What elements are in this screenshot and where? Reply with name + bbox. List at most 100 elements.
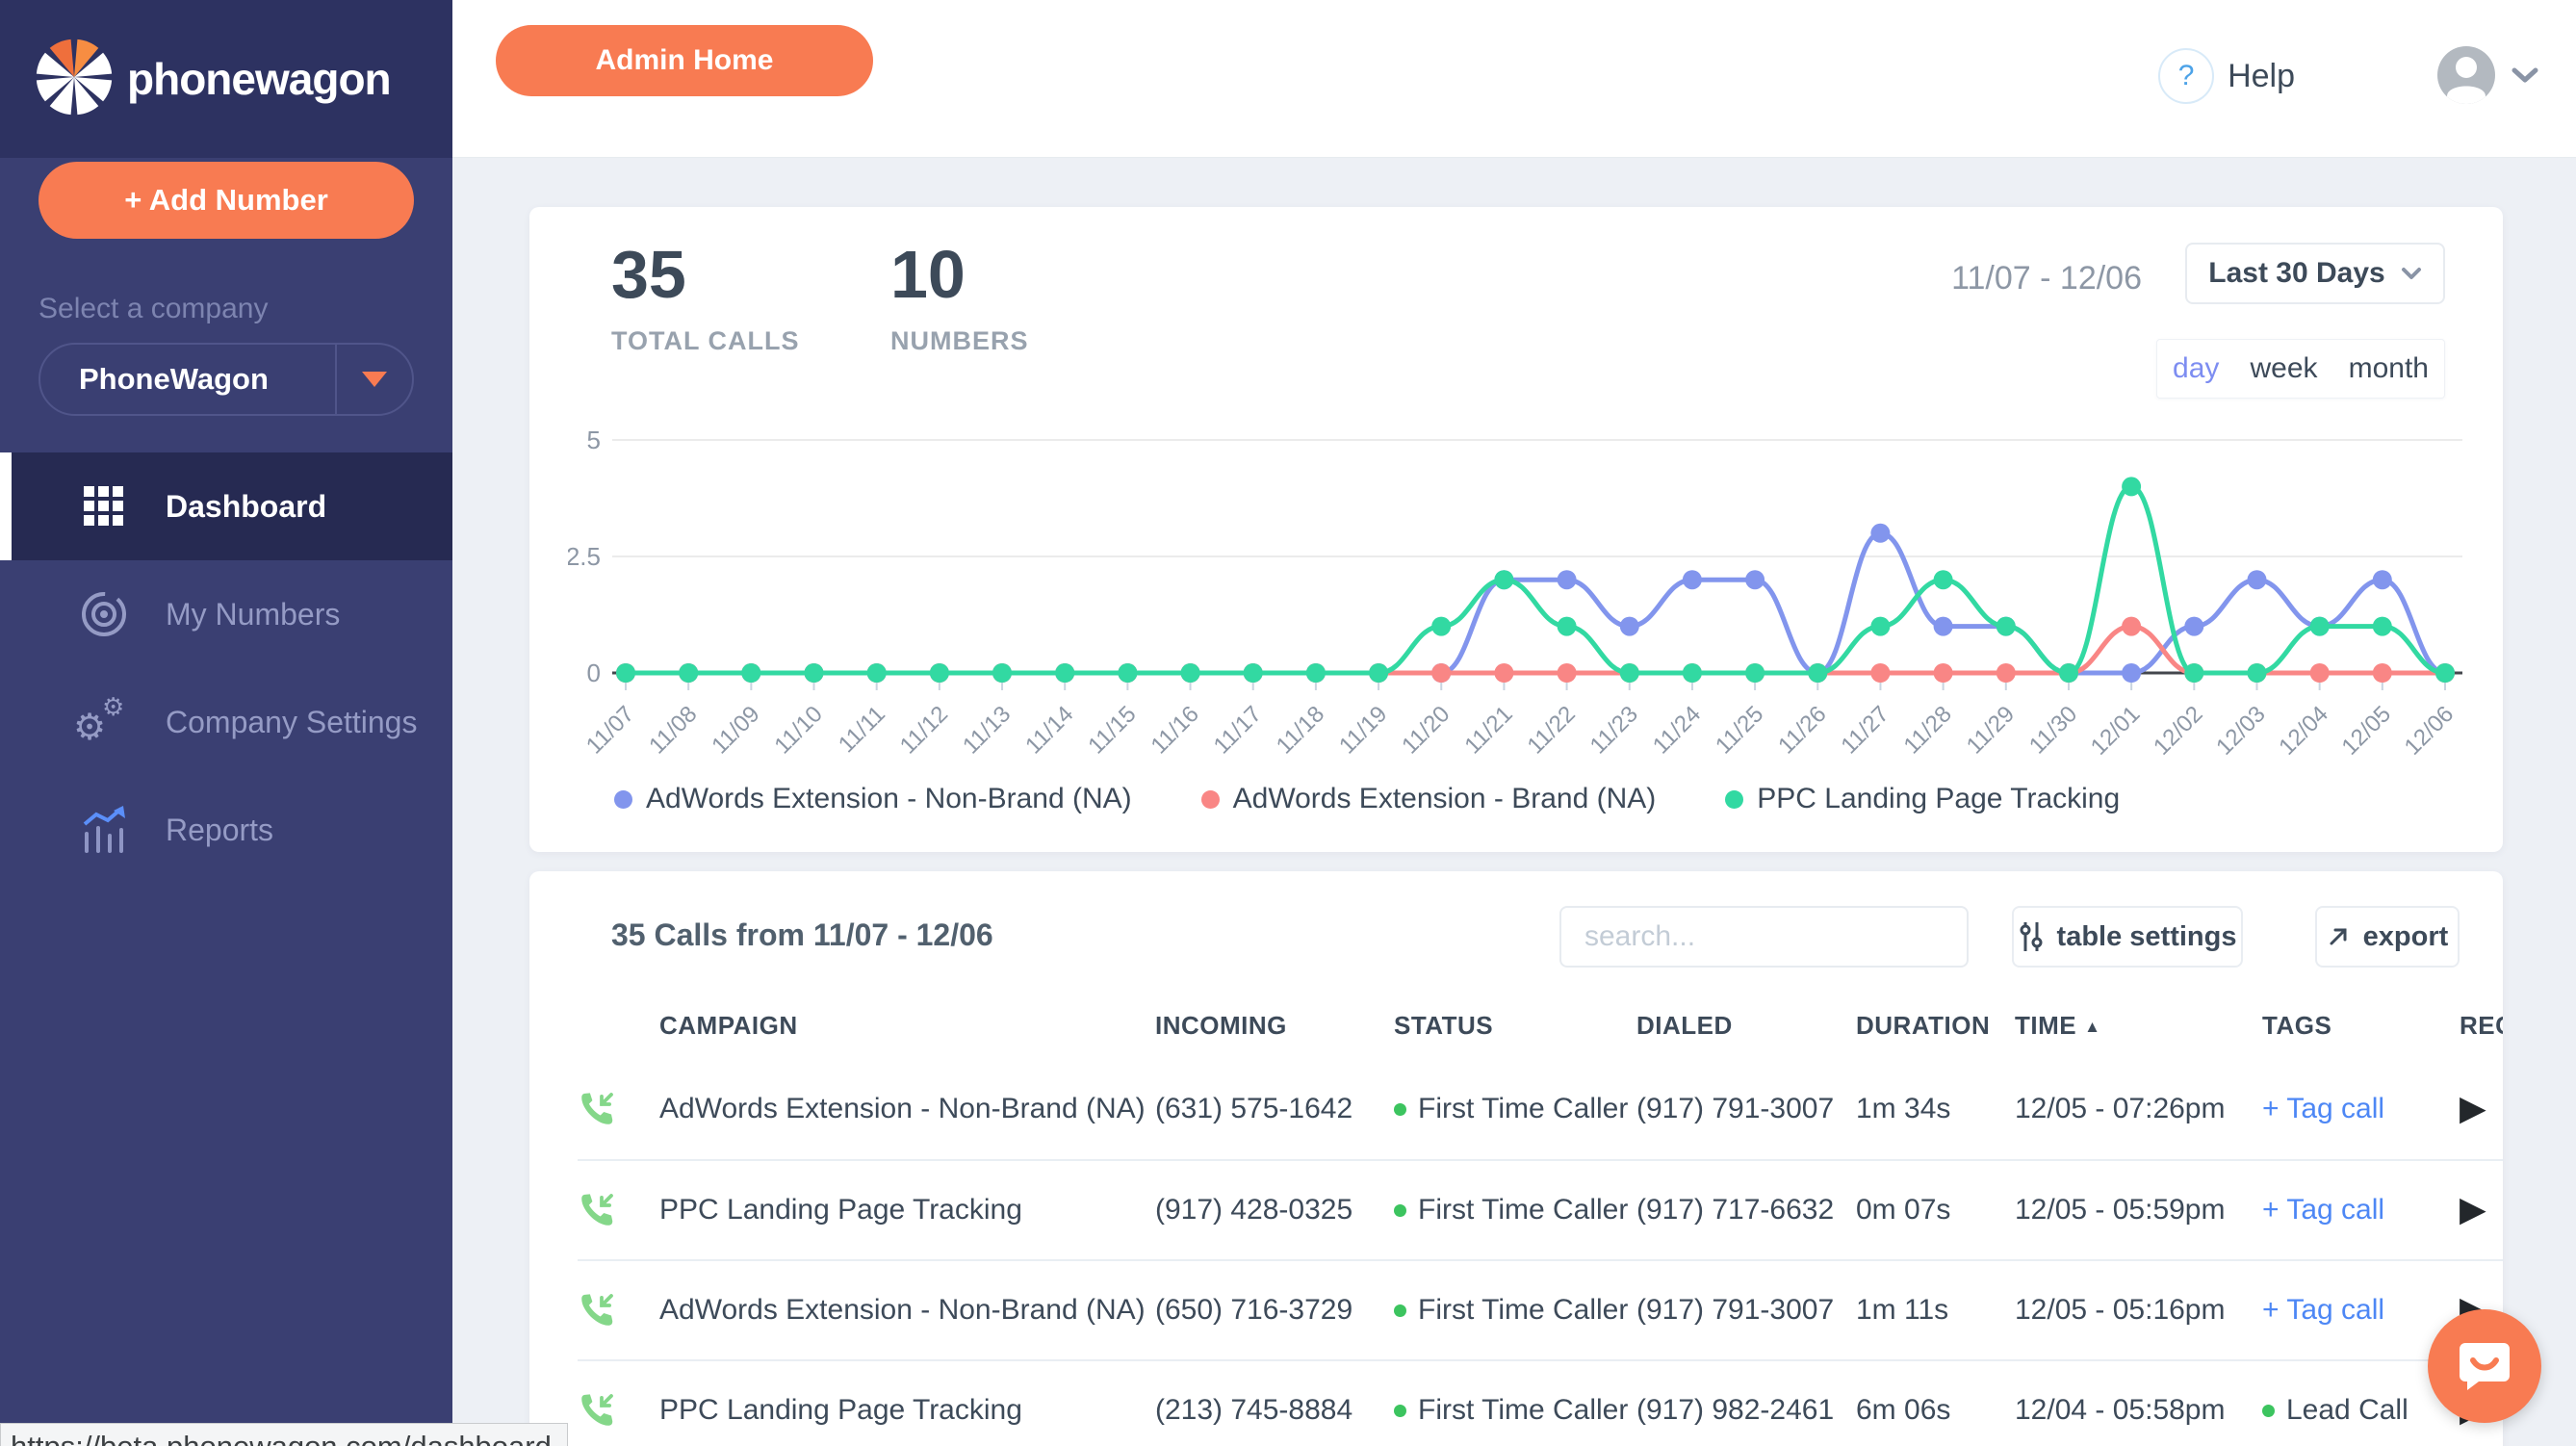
svg-text:5: 5 <box>587 426 601 454</box>
legend-item: AdWords Extension - Non-Brand (NA) <box>614 783 1132 815</box>
tags-cell: Lead Call <box>2262 1394 2460 1427</box>
export-arrow-icon <box>2327 925 2350 948</box>
svg-text:11/09: 11/09 <box>707 701 764 759</box>
export-label: export <box>2362 920 2449 952</box>
table-settings-label: table settings <box>2056 920 2237 952</box>
status-dot-icon <box>1394 1405 1406 1417</box>
gears-icon: ⚙ ⚙ <box>73 693 125 748</box>
column-header-tags[interactable]: TAGS <box>2262 1010 2332 1040</box>
dialed-cell: (917) 791-3007 <box>1636 1093 1835 1124</box>
table-row: PPC Landing Page Tracking (917) 428-0325 F… <box>578 1159 2503 1259</box>
play-recording-button[interactable]: ▶ <box>2460 1192 2486 1228</box>
chat-launcher-button[interactable] <box>2428 1309 2541 1423</box>
tag-label: Lead Call <box>2286 1394 2409 1426</box>
sidebar-item-reports[interactable]: Reports <box>0 776 452 884</box>
add-number-button[interactable]: + Add Number <box>39 162 414 239</box>
legend-dot-icon <box>1725 789 1744 809</box>
svg-text:11/10: 11/10 <box>769 701 827 759</box>
table-row: PPC Landing Page Tracking (213) 745-8884 F… <box>578 1359 2503 1446</box>
svg-text:11/14: 11/14 <box>1020 701 1078 759</box>
column-header-status[interactable]: STATUS <box>1394 1010 1494 1040</box>
incoming-cell: (917) 428-0325 <box>1155 1194 1353 1226</box>
tags-cell: + Tag call <box>2262 1294 2460 1327</box>
svg-text:12/04: 12/04 <box>2274 701 2333 761</box>
admin-home-button[interactable]: Admin Home <box>496 25 873 96</box>
avatar[interactable] <box>2437 46 2495 104</box>
svg-text:11/25: 11/25 <box>1711 701 1768 759</box>
chat-icon <box>2458 1337 2512 1396</box>
export-button[interactable]: export <box>2315 906 2460 968</box>
legend-dot-icon <box>614 789 632 809</box>
status-url-tooltip: https://beta.phonewagon.com/dashboard <box>0 1423 568 1446</box>
table-row: AdWords Extension - Non-Brand (NA) (631) … <box>578 1059 2503 1159</box>
status-cell: First Time Caller <box>1394 1294 1636 1327</box>
total-calls-stat: 35 TOTAL CALLS <box>611 236 800 356</box>
column-header-rec[interactable]: REC <box>2460 1010 2503 1040</box>
help-button[interactable]: ? Help <box>2158 48 2295 104</box>
time-cell: 12/05 - 05:16pm <box>2015 1294 2226 1326</box>
bar-chart-icon <box>77 805 131 855</box>
duration-cell: 1m 34s <box>1856 1093 1951 1124</box>
granularity-month[interactable]: month <box>2348 352 2429 384</box>
incoming-call-icon <box>578 1291 659 1330</box>
legend-item: PPC Landing Page Tracking <box>1725 783 2120 815</box>
sidebar-item-label: My Numbers <box>166 596 341 632</box>
granularity-week[interactable]: week <box>2250 352 2318 384</box>
search-input[interactable] <box>1559 906 1969 968</box>
campaign-cell: PPC Landing Page Tracking <box>659 1394 1022 1426</box>
range-selector-button[interactable]: Last 30 Days <box>2185 243 2445 304</box>
column-header-dialed[interactable]: DIALED <box>1636 1010 1733 1040</box>
svg-text:11/27: 11/27 <box>1836 701 1893 759</box>
legend-dot-icon <box>1200 789 1220 809</box>
svg-text:2.5: 2.5 <box>568 542 601 571</box>
time-cell: 12/05 - 07:26pm <box>2015 1093 2226 1124</box>
granularity-day[interactable]: day <box>2173 352 2220 384</box>
svg-text:11/29: 11/29 <box>1962 701 2020 759</box>
company-selector[interactable]: PhoneWagon <box>39 343 414 416</box>
svg-text:12/01: 12/01 <box>2086 701 2146 761</box>
sidebar-item-label: Company Settings <box>166 704 418 739</box>
status-dot-icon <box>1394 1304 1406 1317</box>
svg-text:11/26: 11/26 <box>1773 701 1831 759</box>
incoming-cell: (631) 575-1642 <box>1155 1093 1353 1124</box>
svg-text:12/06: 12/06 <box>2400 701 2460 761</box>
tag-call-link[interactable]: + Tag call <box>2262 1194 2385 1226</box>
incoming-call-icon <box>578 1391 659 1430</box>
topbar: Admin Home ? Help <box>452 0 2576 158</box>
sidebar-item-label: Dashboard <box>166 488 327 524</box>
svg-text:0: 0 <box>587 658 601 687</box>
main-content: 35 TOTAL CALLS 10 NUMBERS 11/07 - 12/06 … <box>452 158 2576 1446</box>
tag-call-link[interactable]: + Tag call <box>2262 1294 2385 1326</box>
column-header-campaign[interactable]: CAMPAIGN <box>659 1010 798 1040</box>
granularity-toggle: day week month <box>2156 339 2445 399</box>
chevron-down-icon[interactable] <box>2511 65 2539 90</box>
chevron-down-icon <box>362 372 387 387</box>
calls-table-card: 35 Calls from 11/07 - 12/06 table settin… <box>529 871 2503 1446</box>
status-dot-icon <box>1394 1204 1406 1217</box>
sidebar-item-dashboard[interactable]: Dashboard <box>0 452 452 560</box>
svg-text:11/08: 11/08 <box>644 701 702 759</box>
column-header-incoming[interactable]: INCOMING <box>1155 1010 1287 1040</box>
duration-cell: 6m 06s <box>1856 1394 1951 1426</box>
sidebar-item-my-numbers[interactable]: My Numbers <box>0 560 452 668</box>
tag-call-link[interactable]: + Tag call <box>2262 1093 2385 1124</box>
calls-chart: 0 2.5 5 11/07 11/08 11/09 11/10 11/11 11/12 11/13… <box>568 426 2462 761</box>
column-header-duration[interactable]: DURATION <box>1856 1010 1991 1040</box>
sidebar-item-company-settings[interactable]: ⚙ ⚙ Company Settings <box>0 668 452 776</box>
table-body: AdWords Extension - Non-Brand (NA) (631) … <box>578 1059 2503 1446</box>
table-title: 35 Calls from 11/07 - 12/06 <box>611 917 993 952</box>
numbers-stat: 10 NUMBERS <box>890 236 1029 356</box>
help-label: Help <box>2228 57 2295 94</box>
chevron-down-icon <box>2401 266 2422 281</box>
play-recording-button[interactable]: ▶ <box>2460 1091 2486 1127</box>
table-header-row: CAMPAIGN INCOMING STATUS DIALED DURATION TIME… <box>578 992 2503 1059</box>
table-settings-button[interactable]: table settings <box>2012 906 2243 968</box>
svg-text:11/23: 11/23 <box>1585 701 1643 759</box>
duration-cell: 1m 11s <box>1856 1294 1949 1326</box>
grid-icon <box>77 484 131 529</box>
company-selector-value: PhoneWagon <box>79 362 269 396</box>
numbers-value: 10 <box>890 237 966 312</box>
incoming-cell: (650) 716-3729 <box>1155 1294 1353 1326</box>
legend-item: AdWords Extension - Brand (NA) <box>1200 783 1656 815</box>
column-header-time[interactable]: TIME ▲ <box>2015 1010 2101 1040</box>
